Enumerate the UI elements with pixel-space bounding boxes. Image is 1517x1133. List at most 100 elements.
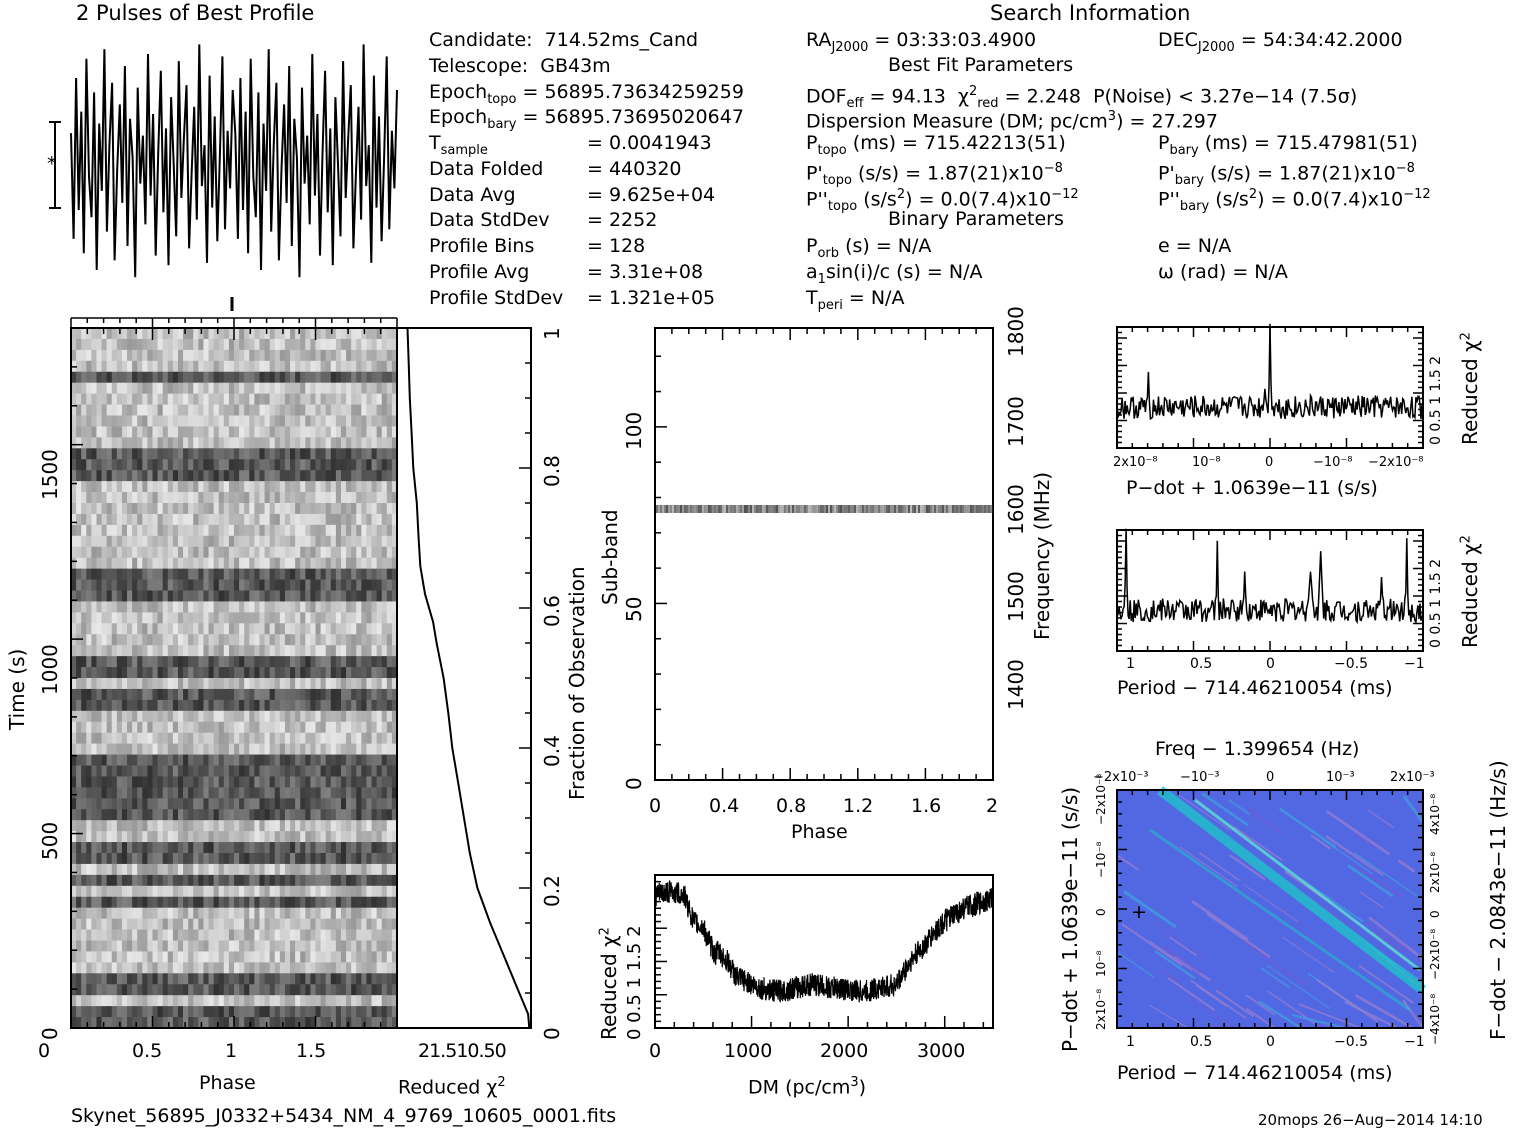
tp-cell <box>71 743 77 755</box>
tp-cell <box>335 962 342 974</box>
tp-cell <box>269 863 276 876</box>
tp-cell <box>218 940 225 952</box>
tp-cell <box>127 962 133 974</box>
tp-cell <box>228 754 235 766</box>
tp-cell <box>300 503 306 515</box>
tp-cell <box>356 492 362 504</box>
tp-cell <box>91 820 97 832</box>
tp-cell <box>330 929 337 941</box>
tp-cell <box>300 699 306 712</box>
tp-cell <box>305 492 311 504</box>
tp-cell <box>167 415 174 427</box>
tp-cell <box>274 765 281 777</box>
tp-cell <box>81 743 87 755</box>
tp-cell <box>127 776 133 788</box>
tp-cell <box>193 492 199 504</box>
tp-cell <box>351 535 357 548</box>
tp-cell <box>203 612 209 624</box>
tp-cell <box>310 656 316 668</box>
tp-cell <box>361 338 367 351</box>
tp-cell <box>157 809 164 821</box>
tp-cell <box>244 415 250 427</box>
tp-cell <box>198 940 204 952</box>
tp-cell <box>264 524 271 537</box>
tp-cell <box>381 688 388 701</box>
tp-cell <box>259 393 265 405</box>
tp-cell <box>132 853 138 865</box>
tp-cell <box>234 907 240 920</box>
tp-cell <box>254 437 260 449</box>
sb-cell <box>892 505 895 513</box>
tp-cell <box>254 940 260 952</box>
tp-cell <box>183 535 189 548</box>
sb-cell <box>820 505 823 513</box>
sb-cell <box>786 505 789 513</box>
ppdot-lefttick-3: −10⁻⁸ <box>1094 841 1108 878</box>
sb-cell <box>938 505 941 513</box>
tp-cell <box>290 349 296 362</box>
tp-cell <box>264 984 271 996</box>
tp-cell <box>198 863 204 876</box>
sb-cell <box>964 505 967 513</box>
tp-cell <box>305 524 311 537</box>
sb-cell <box>854 505 857 513</box>
tp-cell <box>239 710 245 723</box>
tp-cell <box>279 634 286 646</box>
tp-cell <box>157 393 164 405</box>
tp-cell <box>290 426 296 438</box>
tp-cell <box>264 546 271 559</box>
ppdot-stripe <box>1298 1003 1362 1029</box>
tp-cell <box>371 645 378 657</box>
tp-cell <box>121 929 128 941</box>
tp-cell <box>274 896 281 909</box>
tp-cell <box>86 568 92 580</box>
tp-cell <box>254 667 260 679</box>
tp-cell <box>172 503 179 515</box>
tp-cell <box>244 667 250 679</box>
tp-cell <box>376 448 383 460</box>
tp-cell <box>356 962 362 974</box>
tp-cell <box>86 426 92 438</box>
tp-cell <box>259 863 265 876</box>
tp-cell <box>269 535 276 548</box>
tp-cell <box>132 634 138 646</box>
tp-cell <box>203 1006 209 1018</box>
tp-cell <box>172 874 179 887</box>
tp-cell <box>330 360 337 373</box>
tp-cell <box>132 415 138 427</box>
tp-cell <box>147 896 153 909</box>
tp-cell <box>346 688 352 701</box>
tp-cell <box>96 918 102 930</box>
tp-cell <box>254 853 260 865</box>
tp-cell <box>391 426 398 438</box>
tp-cell <box>340 874 347 887</box>
tp-cell <box>157 907 164 920</box>
tp-cell <box>315 535 321 548</box>
tp-cell <box>96 349 102 362</box>
tp-cell <box>340 601 347 613</box>
tp-cell <box>244 721 250 734</box>
tp-cell <box>96 710 102 723</box>
period-xtick-4: −1 <box>1404 656 1425 672</box>
tp-cell <box>371 984 378 996</box>
tp-cell <box>203 710 209 723</box>
tp-cell <box>132 995 138 1007</box>
tp-cell <box>244 426 250 438</box>
tp-cell <box>381 776 388 788</box>
tp-cell <box>391 820 398 832</box>
tp-cell <box>381 667 388 679</box>
tp-cell <box>320 623 327 635</box>
tp-cell <box>361 481 367 493</box>
tp-cell <box>381 448 388 460</box>
tp-cell <box>284 787 291 799</box>
tp-cell <box>254 601 260 613</box>
tp-cell <box>264 732 271 745</box>
tp-cell <box>274 984 281 996</box>
tp-cell <box>218 579 225 591</box>
tp-cell <box>244 568 250 580</box>
tp-cell <box>152 492 158 504</box>
tp-cell <box>218 513 225 526</box>
tp-cell <box>391 688 398 701</box>
tp-cell <box>386 699 393 712</box>
tp-cell <box>239 645 245 657</box>
